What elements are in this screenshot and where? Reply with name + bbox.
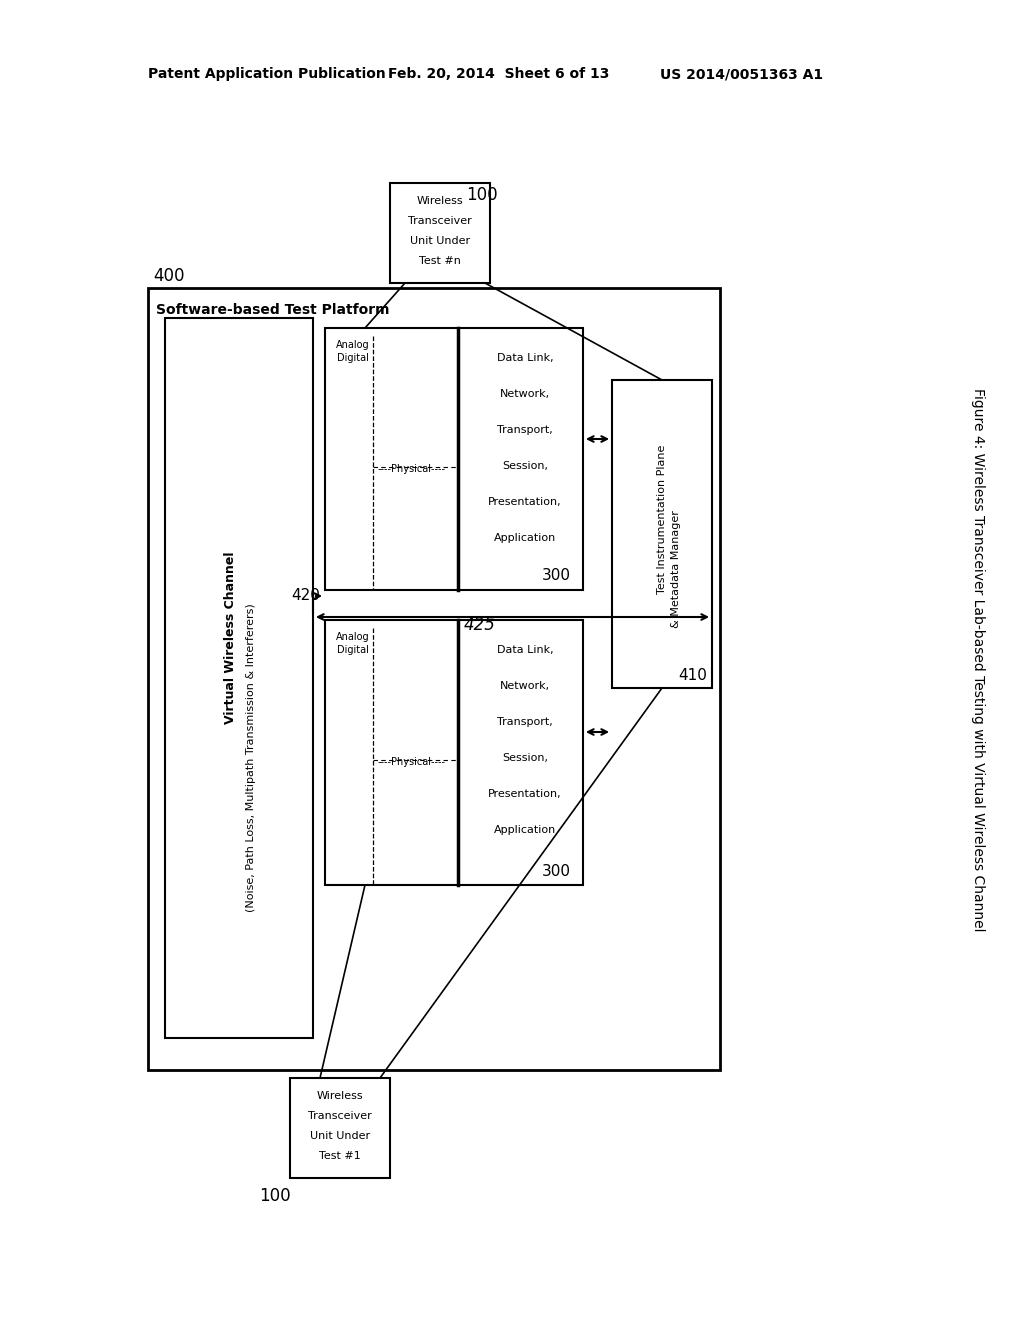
Text: (Noise, Path Loss, Multipath Transmission & Interferers): (Noise, Path Loss, Multipath Transmissio… <box>246 603 256 912</box>
Text: Data Link,: Data Link, <box>497 352 553 363</box>
Bar <box>148 288 720 1071</box>
Text: ----Physical----: ----Physical---- <box>378 756 446 767</box>
Text: US 2014/0051363 A1: US 2014/0051363 A1 <box>660 67 823 81</box>
Text: Digital: Digital <box>337 352 369 363</box>
Text: Wireless: Wireless <box>316 1092 364 1101</box>
Text: Network,: Network, <box>500 389 550 399</box>
Text: Transceiver: Transceiver <box>409 216 472 226</box>
Text: ----Physical----: ----Physical---- <box>378 465 446 474</box>
Text: Application: Application <box>494 825 556 836</box>
Text: Test #n: Test #n <box>419 256 461 267</box>
Text: & Metadata Manager: & Metadata Manager <box>671 510 681 628</box>
Text: Patent Application Publication: Patent Application Publication <box>148 67 386 81</box>
Text: Transceiver: Transceiver <box>308 1111 372 1121</box>
Text: 420: 420 <box>291 589 319 603</box>
Text: 100: 100 <box>259 1187 291 1205</box>
Text: 400: 400 <box>153 267 184 285</box>
Text: Data Link,: Data Link, <box>497 645 553 655</box>
Text: Presentation,: Presentation, <box>488 789 562 799</box>
Bar <box>612 380 712 688</box>
Text: Analog: Analog <box>336 341 370 350</box>
Text: Feb. 20, 2014  Sheet 6 of 13: Feb. 20, 2014 Sheet 6 of 13 <box>388 67 609 81</box>
Text: Application: Application <box>494 533 556 543</box>
Text: Wireless: Wireless <box>417 195 463 206</box>
Text: Session,: Session, <box>502 752 548 763</box>
Text: Digital: Digital <box>337 645 369 655</box>
Text: 410: 410 <box>678 668 707 684</box>
Text: Unit Under: Unit Under <box>410 236 470 246</box>
Text: Transport,: Transport, <box>497 425 553 436</box>
Text: Analog: Analog <box>336 632 370 642</box>
Text: 300: 300 <box>542 863 571 879</box>
Text: Figure 4: Wireless Transceiver Lab-based Testing with Virtual Wireless Channel: Figure 4: Wireless Transceiver Lab-based… <box>971 388 985 932</box>
Text: Transport,: Transport, <box>497 717 553 727</box>
Text: Session,: Session, <box>502 461 548 471</box>
Text: Presentation,: Presentation, <box>488 498 562 507</box>
Text: 100: 100 <box>466 186 498 205</box>
Bar <box>165 318 313 1038</box>
Text: Test Instrumentation Plane: Test Instrumentation Plane <box>657 445 667 594</box>
Bar <box>390 183 490 282</box>
Text: Unit Under: Unit Under <box>310 1131 370 1140</box>
Text: 300: 300 <box>542 569 571 583</box>
Text: 425: 425 <box>464 616 496 634</box>
Bar <box>290 1078 390 1177</box>
Text: Test #1: Test #1 <box>319 1151 360 1162</box>
Bar <box>325 620 583 884</box>
Text: Software-based Test Platform: Software-based Test Platform <box>156 304 389 317</box>
Text: Virtual Wireless Channel: Virtual Wireless Channel <box>224 552 238 725</box>
Text: Network,: Network, <box>500 681 550 690</box>
Bar <box>325 327 583 590</box>
